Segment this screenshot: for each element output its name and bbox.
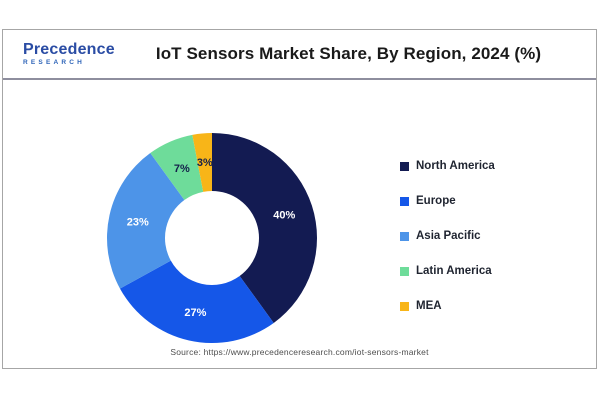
pie-slice-latin-america xyxy=(150,134,204,200)
legend-marker-latin-america xyxy=(400,266,409,276)
pie-slice-mea xyxy=(192,133,212,192)
pie-slice-europe xyxy=(119,260,274,344)
legend-item-north-america: North America xyxy=(400,160,495,172)
legend-item-europe: Europe xyxy=(400,195,495,207)
pie-slice-north-america xyxy=(212,133,318,323)
source-text: Source: https://www.precedenceresearch.c… xyxy=(170,347,429,357)
pie-slice-label-latin-america: 7% xyxy=(174,163,190,175)
legend-marker-europe xyxy=(400,196,409,206)
page-title: IoT Sensors Market Share, By Region, 202… xyxy=(155,44,542,63)
legend-marker-mea xyxy=(400,301,409,311)
brand-logo: Precedence RESEARCH xyxy=(23,40,119,67)
legend-label-north-america: North America xyxy=(416,160,495,172)
header: Precedence RESEARCH IoT Sensors Market S… xyxy=(3,30,596,80)
legend-item-asia-pacific: Asia Pacific xyxy=(400,230,495,242)
legend-label-latin-america: Latin America xyxy=(416,265,492,277)
legend-label-asia-pacific: Asia Pacific xyxy=(416,230,481,242)
pie-slice-asia-pacific xyxy=(107,153,185,289)
donut-chart: 40% 27% 23% 7% 3% xyxy=(107,133,318,344)
legend-marker-north-america xyxy=(400,161,409,171)
pie-slice-label-europe: 27% xyxy=(184,307,206,319)
pie-slice-label-north-america: 40% xyxy=(273,209,295,221)
legend-label-mea: MEA xyxy=(416,300,442,312)
legend-label-europe: Europe xyxy=(416,195,456,207)
legend-marker-asia-pacific xyxy=(400,231,409,241)
legend: North America Europe Asia Pacific Latin … xyxy=(400,160,495,312)
chart-area: 40% 27% 23% 7% 3% North America Europe Asia … xyxy=(3,80,596,368)
legend-item-mea: MEA xyxy=(400,300,495,312)
pie-slice-label-asia-pacific: 23% xyxy=(127,216,149,228)
legend-item-latin-america: Latin America xyxy=(400,265,495,277)
chart-card: Precedence RESEARCH IoT Sensors Market S… xyxy=(2,29,597,369)
pie-slice-label-mea: 3% xyxy=(197,157,213,169)
brand-logo-name: Precedence xyxy=(23,40,115,58)
brand-logo-subtitle: RESEARCH xyxy=(23,58,86,66)
